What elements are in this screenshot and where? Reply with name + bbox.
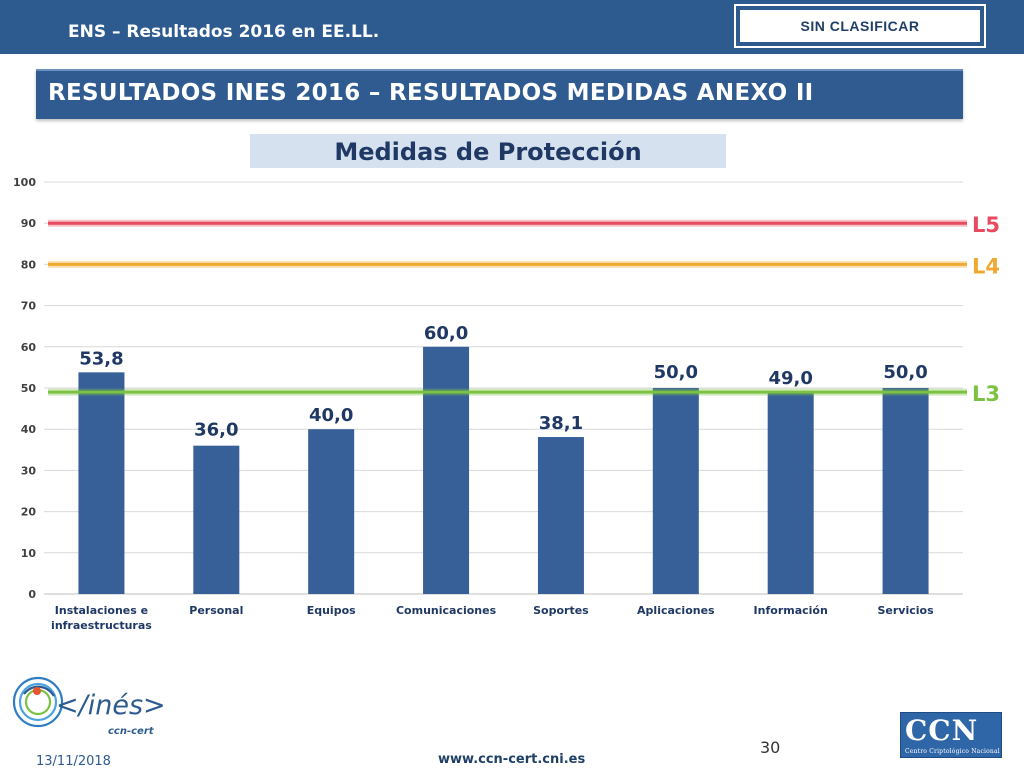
bar [423,346,470,594]
y-tick-label: 0 [28,588,36,601]
y-tick-label: 60 [21,341,37,354]
bar [767,392,814,594]
slide-title: RESULTADOS INES 2016 – RESULTADOS MEDIDA… [48,80,814,106]
y-tick-label: 30 [21,464,37,477]
data-label: 40,0 [309,405,353,426]
ines-logo-icon: </inés> ccn-cert [12,676,166,737]
reference-line-label: L5 [972,213,1000,237]
x-tick-label: Soportes [533,604,589,617]
y-tick-label: 40 [21,423,37,436]
data-label: 50,0 [883,362,927,383]
slide-date: 13/11/2018 [36,754,111,769]
classification-label: SIN CLASIFICAR [740,10,980,42]
ines-logo: </inés> ccn-cert [10,664,190,748]
slide-header: RESULTADOS INES 2016 – RESULTADOS MEDIDA… [36,69,963,119]
bar [882,388,929,594]
top-bar: ENS – Resultados 2016 en EE.LL. SIN CLAS… [0,0,1024,54]
data-label: 49,0 [768,368,812,389]
ines-logo-text: </inés> [56,690,166,721]
y-tick-label: 100 [13,176,36,189]
ccn-logo-letters: CCN [905,714,979,747]
x-tick-label: Comunicaciones [396,604,497,617]
reference-line-label: L3 [972,382,1000,406]
chart-title: Medidas de Protección [250,134,726,168]
y-tick-label: 50 [21,382,37,395]
x-tick-label: Información [754,604,828,617]
presentation-title: ENS – Resultados 2016 en EE.LL. [68,22,380,42]
bar [193,445,240,594]
x-tick-label: Aplicaciones [637,604,715,617]
bar-chart: 0 10 20 30 40 50 60 70 80 90 100 L5 L4 L3 53,8 36,0 40,0… [13,176,1000,632]
reference-line-label: L4 [972,254,1000,278]
classification-badge: SIN CLASIFICAR [734,4,986,48]
data-label: 53,8 [79,348,123,369]
x-tick-label: Servicios [877,604,934,617]
y-tick-label: 10 [21,547,37,560]
bar [652,388,699,594]
y-tick-label: 20 [21,506,37,519]
x-tick-label: Personal [189,604,243,617]
ccn-logo: CCN Centro Criptológico Nacional [900,712,1002,758]
x-tick-label: Equipos [307,604,356,617]
data-label: 50,0 [654,362,698,383]
footer-url[interactable]: www.ccn-cert.cni.es [438,752,586,767]
bar [308,429,355,594]
data-label: 36,0 [194,420,238,441]
ines-logo-subtext: ccn-cert [108,726,155,737]
data-label: 60,0 [424,323,468,344]
ccn-logo-subtitle: Centro Criptológico Nacional [905,748,1000,755]
y-tick-label: 70 [21,300,37,313]
data-label: 38,1 [539,413,583,434]
bar [78,372,125,594]
x-tick-label: Instalaciones e infraestructuras [51,604,152,632]
y-tick-label: 90 [21,217,37,230]
page-number: 30 [760,738,781,757]
bar [537,437,584,594]
y-tick-label: 80 [21,258,37,271]
